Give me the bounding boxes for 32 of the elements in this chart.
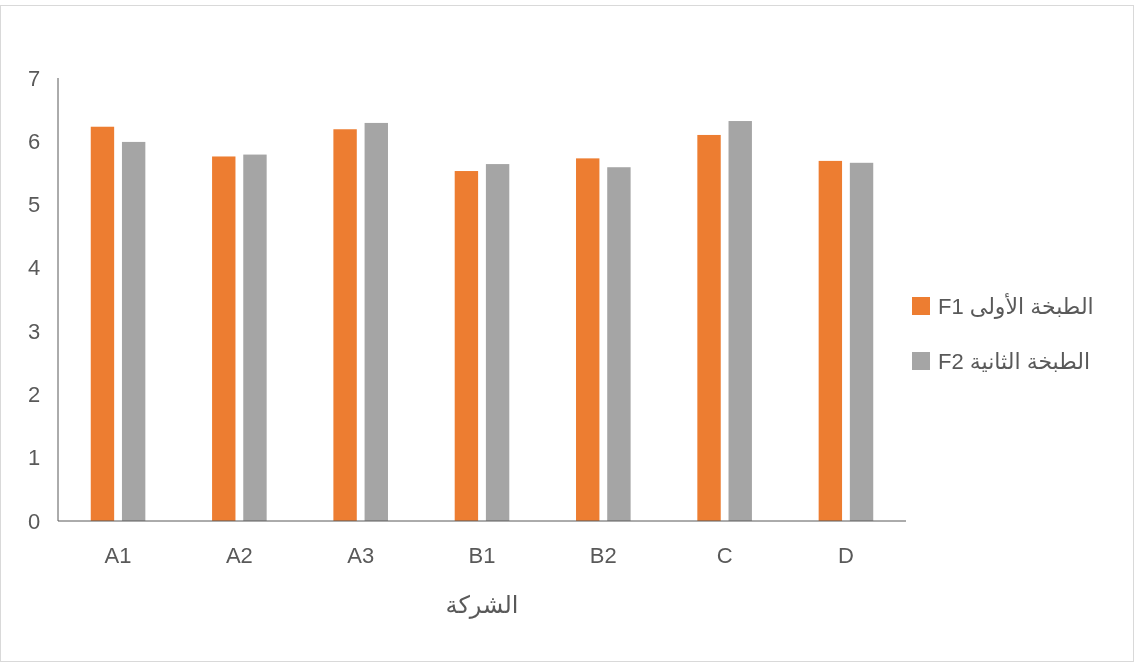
y-tick-label: 3 (27, 318, 41, 344)
y-tick-label: 5 (27, 192, 41, 218)
bar (576, 158, 600, 521)
bar (333, 129, 357, 521)
legend-label: الطبخة الأولى F1 (938, 292, 1094, 319)
bar (607, 167, 631, 521)
x-tick-label: B2 (589, 543, 617, 568)
bar (697, 134, 721, 521)
bar (818, 160, 843, 521)
bar (728, 121, 752, 521)
y-tick-label: 0 (27, 508, 41, 534)
bar (849, 162, 874, 521)
bar (364, 122, 388, 521)
legend-label: الطبخة الثانية F2 (938, 348, 1091, 374)
y-tick-label: 6 (27, 128, 41, 154)
x-tick-label: A2 (225, 543, 253, 568)
x-tick-label: C (716, 543, 733, 568)
bar (454, 171, 479, 521)
bar (212, 156, 236, 521)
bar (90, 126, 115, 521)
y-tick-label: 1 (27, 445, 41, 471)
y-tick-label: 4 (27, 255, 41, 281)
x-tick-label: B1 (468, 543, 496, 568)
bar (485, 164, 510, 521)
x-tick-label: D (838, 543, 854, 568)
bar (121, 141, 146, 521)
x-tick-label: A3 (347, 543, 375, 568)
x-axis-title: الشركة (445, 591, 519, 619)
x-tick-label: A1 (104, 543, 132, 568)
y-tick-label: 2 (27, 381, 41, 407)
bar (243, 154, 267, 521)
y-tick-label: 7 (27, 65, 41, 91)
